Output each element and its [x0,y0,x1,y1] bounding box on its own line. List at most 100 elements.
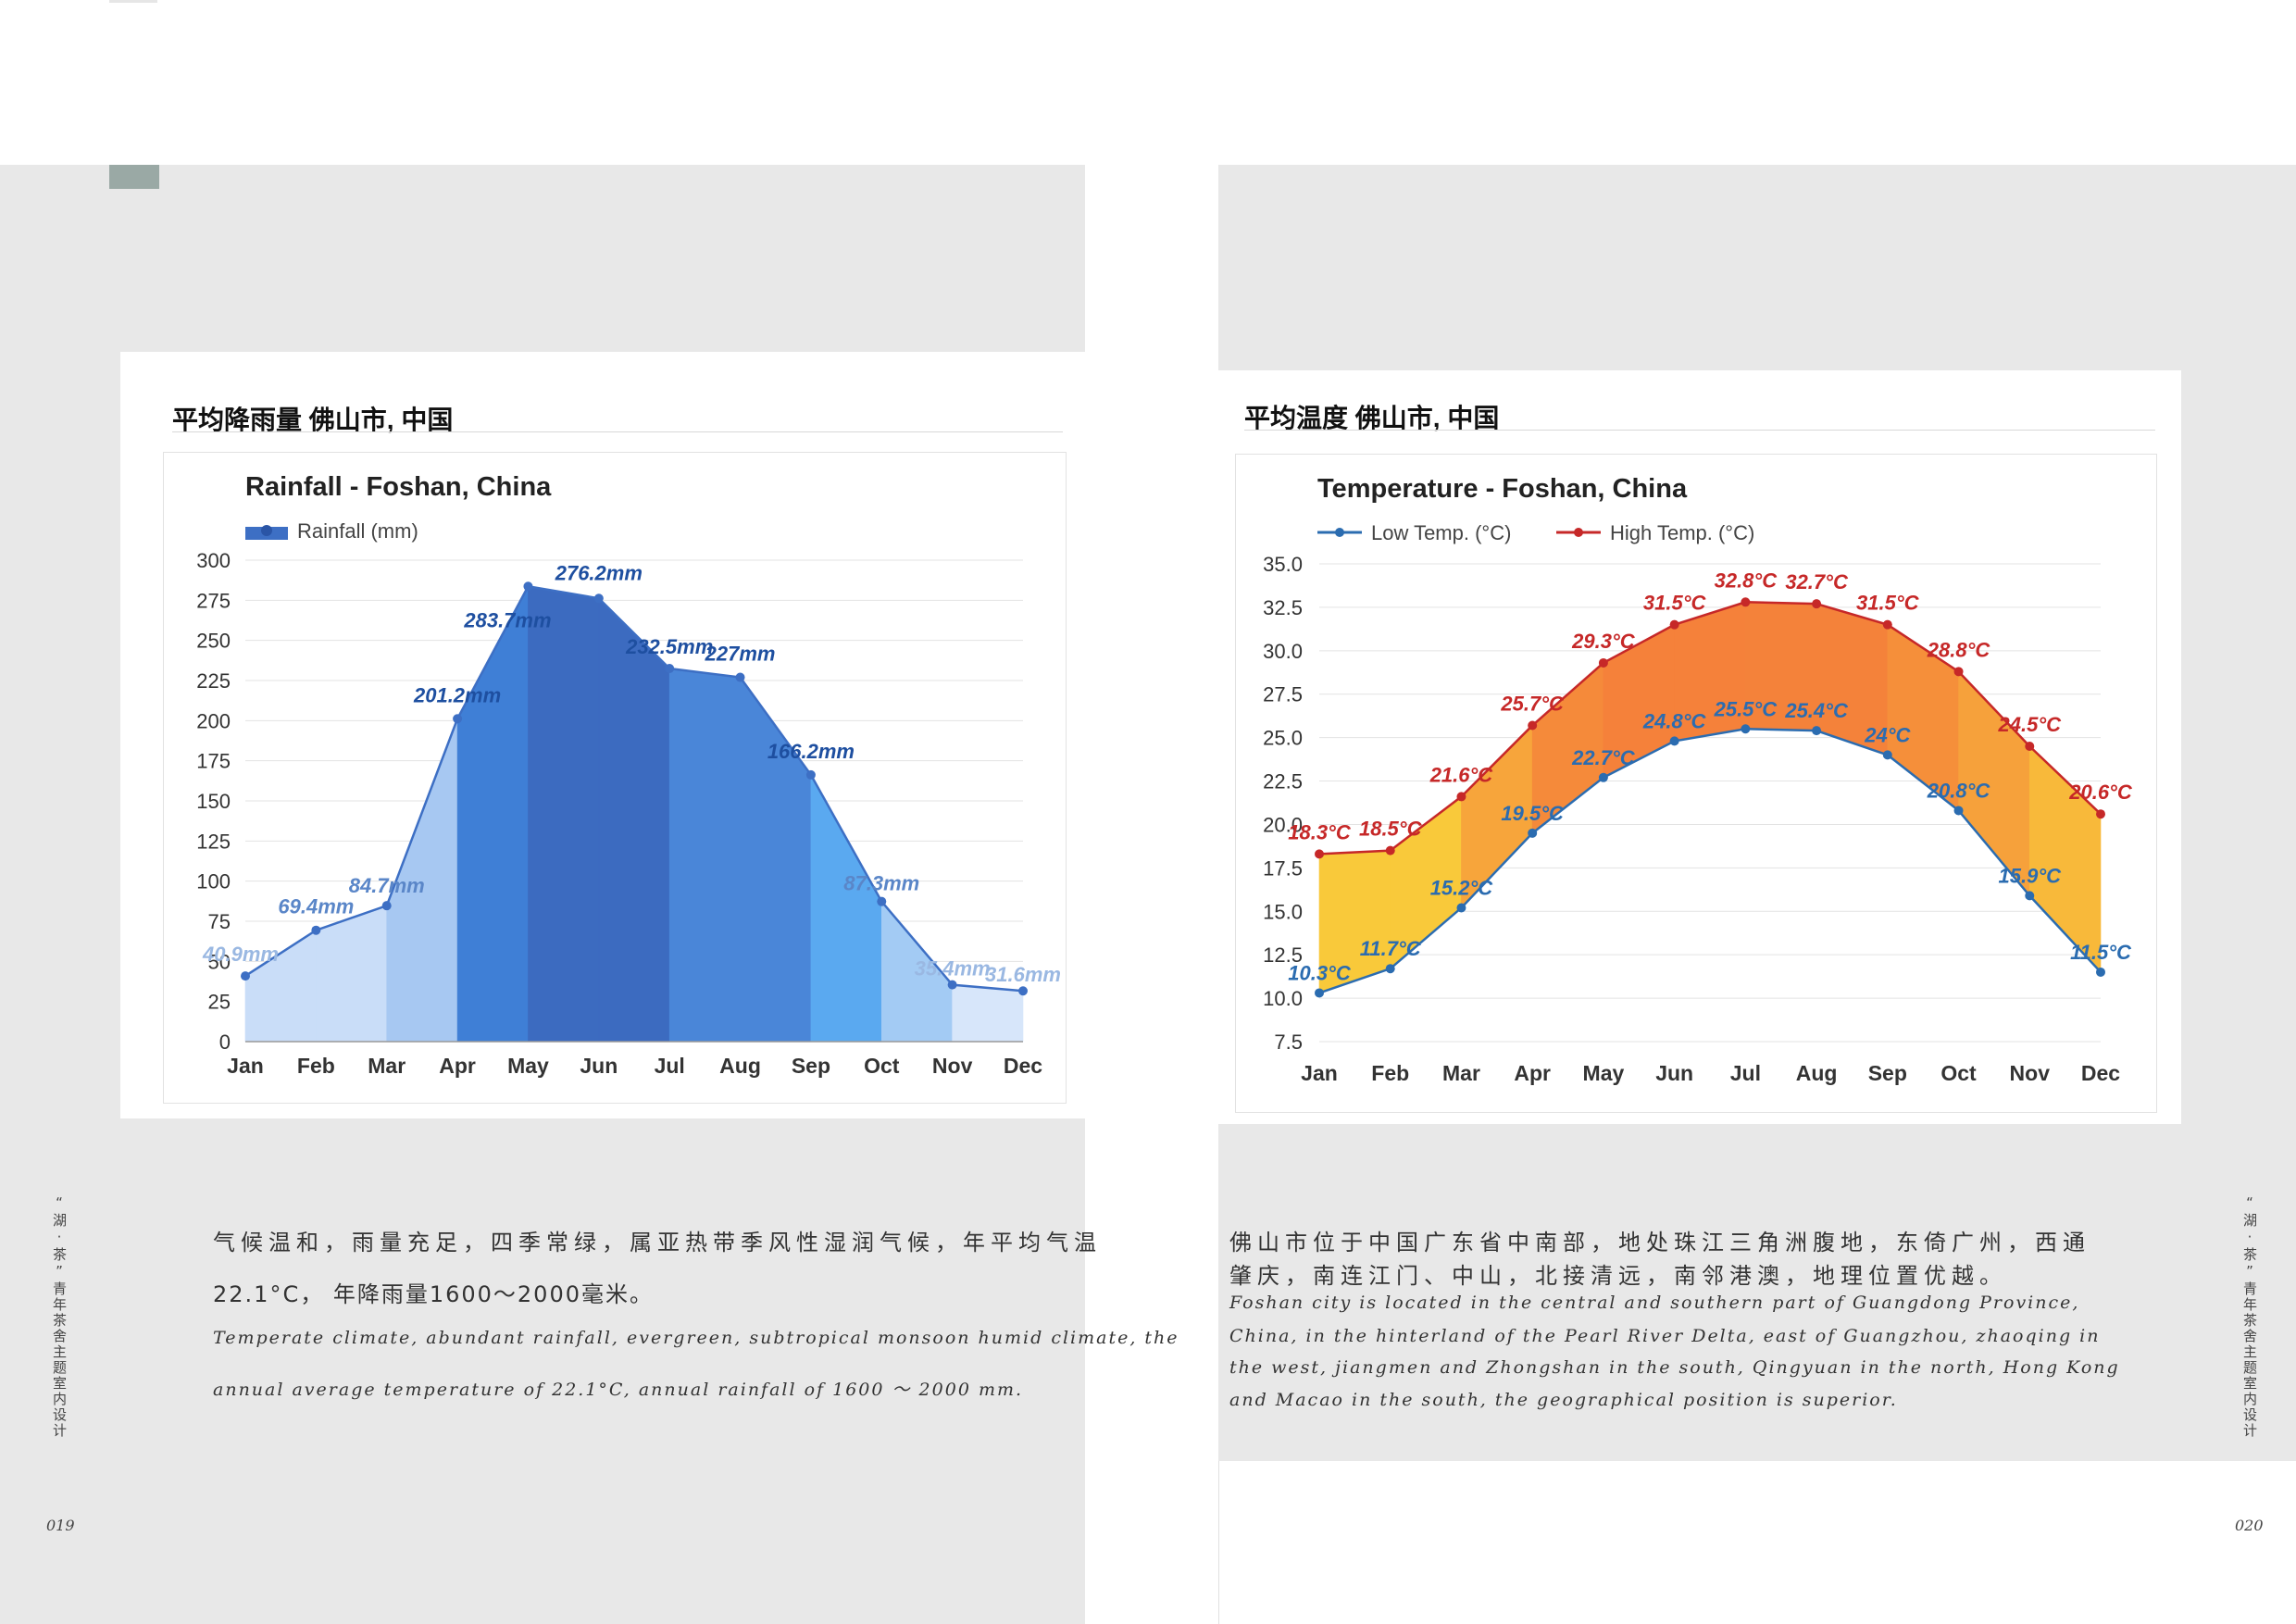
x-tick-label: Apr [1514,1061,1551,1085]
data-label: 227mm [705,643,776,666]
rainfall-line [244,584,1024,993]
chart-title: Temperature - Foshan, China [1317,474,1688,504]
high-point-may [1598,657,1608,668]
data-label: 87.3mm [843,872,919,895]
data-label: 84.7mm [349,874,425,897]
x-tick-label: Feb [297,1054,335,1078]
high-label: 32.8°C [1715,568,1778,592]
data-point-sep [805,769,816,780]
climate-cn-line-1: 气候温和，雨量充足，四季常绿，属亚热带季风性湿润气候，年平均气温 [213,1230,1102,1255]
x-tick-label: Feb [1371,1061,1409,1085]
title-divider [1244,430,2155,431]
high-point-oct [1953,667,1964,677]
x-tick-label: Jun [580,1054,618,1078]
high-point-mar [1456,792,1466,802]
low-label: 25.5°C [1714,697,1778,720]
section-tab-marker [109,165,159,189]
data-label: 283.7mm [463,608,551,631]
x-tick-label: May [507,1054,549,1078]
temperature-card-title: 平均温度 佛山市, 中国 [1244,404,1500,432]
area-segment-jun [598,597,670,1043]
low-label: 24°C [1864,723,1911,746]
low-point-may [1598,772,1608,782]
x-tick-label: Aug [719,1054,761,1078]
data-label: 40.9mm [202,943,279,966]
high-label: 20.6°C [2068,781,2133,804]
y-tick-label: 7.5 [1274,1031,1303,1054]
high-label: 21.6°C [1429,763,1494,786]
data-label: 35.4mm [915,957,991,981]
high-point-apr [1528,720,1538,731]
data-label: 232.5mm [625,635,713,658]
data-point-dec [1018,986,1028,996]
x-tick-label: Mar [1442,1061,1480,1085]
y-tick-label: 22.5 [1263,770,1303,793]
x-tick-label: Jan [1301,1061,1338,1085]
location-en-line-3: the west, jiangmen and Zhongshan in the … [1229,1357,2120,1378]
y-tick-label: 50 [208,950,231,973]
y-tick-label: 225 [196,669,231,693]
area-segment-nov [952,984,1024,1043]
temperature-chart-box: Temperature - Foshan, China Low Temp. (°C… [1235,454,2157,1113]
legend-marker-high [1574,528,1583,537]
y-tick-label: 200 [196,709,231,732]
x-tick-label: Dec [1004,1054,1042,1078]
rainfall-chart-box: Rainfall - Foshan, China Rainfall (mm) 0 25… [163,452,1067,1104]
data-point-jan [241,971,250,981]
high-point-jan [1315,849,1324,859]
y-tick-label: 17.5 [1263,856,1303,880]
data-label: 31.6mm [985,963,1061,986]
data-point-feb [311,925,321,935]
y-tick-label: 10.0 [1263,987,1303,1010]
low-label: 19.5°C [1501,802,1565,825]
data-point-nov [947,980,957,990]
data-point-jul [665,664,675,673]
data-point-aug [735,672,745,682]
data-point-may [523,581,533,592]
y-tick-label: 30.0 [1263,640,1303,663]
low-point-sep [1882,750,1892,760]
legend-marker [261,525,272,536]
low-label: 24.8°C [1642,709,1707,732]
x-tick-label: Oct [1940,1061,1977,1085]
y-tick-label: 300 [196,549,231,572]
high-point-aug [1812,599,1822,609]
y-tick-label: 35.0 [1263,553,1303,576]
temperature-card: 平均温度 佛山市, 中国 Temperature - Foshan, China… [1213,370,2181,1124]
low-label: 15.2°C [1430,877,1494,900]
x-tick-label: Nov [2010,1061,2051,1085]
low-label: 11.5°C [2070,941,2132,964]
x-tick-label: Mar [368,1054,406,1078]
right-page-footer-area [1218,1461,2296,1624]
high-label: 31.5°C [1643,592,1707,615]
x-tick-label: Dec [2081,1061,2120,1085]
low-point-apr [1528,828,1538,838]
y-tick-label: 175 [196,750,231,773]
low-point-oct [1953,806,1964,816]
side-title-right: “湖·茶”青年茶舍主题室内设计 [2241,1194,2258,1439]
location-cn-line-2: 肇庆，南连江门、中山，北接清远，南邻港澳，地理位置优越。 [1229,1263,2007,1289]
area-segment-jul [668,668,741,1043]
high-point-nov [2025,742,2035,752]
low-point-aug [1812,726,1822,736]
climate-en-line-2: annual average temperature of 22.1°C, an… [213,1380,1024,1400]
low-point-jan [1315,988,1324,998]
x-tick-label: Oct [864,1054,900,1078]
y-tick-label: 32.5 [1263,596,1303,619]
data-label: 166.2mm [767,740,855,763]
chart-title: Rainfall - Foshan, China [245,472,552,502]
y-tick-label: 20.0 [1263,813,1303,836]
data-point-apr [453,714,463,724]
y-tick-label: 75 [208,910,231,933]
data-label: 69.4mm [278,895,354,918]
rainfall-card: 平均降雨量 佛山市, 中国 Rainfall - Foshan, China Ra… [120,352,1085,1118]
x-tick-label: May [1583,1061,1625,1085]
x-tick-label: Jul [655,1054,685,1078]
high-label: 32.7°C [1785,570,1849,593]
low-label: 10.3°C [1288,961,1352,984]
side-title-left: “湖·茶”青年茶舍主题室内设计 [51,1194,68,1439]
rainfall-card-title: 平均降雨量 佛山市, 中国 [172,406,454,434]
high-point-dec [2096,809,2105,819]
high-label: 25.7°C [1500,693,1565,716]
y-tick-label: 100 [196,870,231,893]
